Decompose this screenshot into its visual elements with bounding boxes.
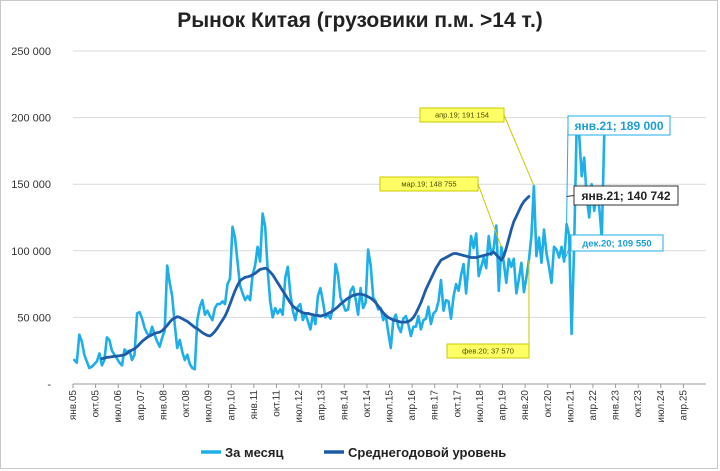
x-tick-label: апр.16 xyxy=(407,390,418,421)
legend: За месяц Среднегодовой уровень xyxy=(201,445,506,460)
x-tick-label: янв.14 xyxy=(339,390,350,421)
x-tick-label: апр.13 xyxy=(317,390,328,421)
x-tick-label: окт.14 xyxy=(362,390,373,418)
x-tick-label: окт.11 xyxy=(271,390,282,417)
y-tick-label: - xyxy=(47,379,51,391)
x-tick-label: апр.10 xyxy=(226,390,237,421)
x-tick-label: янв.17 xyxy=(430,390,441,421)
x-tick-label: июл.12 xyxy=(294,390,305,423)
x-tick-label: окт.08 xyxy=(181,390,192,418)
x-tick-label: янв.11 xyxy=(249,390,260,420)
x-tick-label: июл.09 xyxy=(204,390,215,423)
x-axis-ticks: янв.05 окт.05 июл.06 апр.07 янв.08 окт.08 июл.… xyxy=(68,390,689,423)
x-tick-label: июл.21 xyxy=(565,390,576,423)
annotation-box xyxy=(570,234,664,252)
x-tick-label: янв.20 xyxy=(520,390,531,421)
x-tick-label: окт.23 xyxy=(633,390,644,418)
x-tick-label: янв.05 xyxy=(68,390,79,421)
x-tick-label: апр.25 xyxy=(678,390,689,421)
y-tick-label: 250 000 xyxy=(11,46,51,58)
x-tick-label: июл.06 xyxy=(113,390,124,423)
y-tick-label: 100 000 xyxy=(11,246,51,258)
x-tick-label: окт.20 xyxy=(543,390,554,418)
annotation-label: мар.19; 148 755 xyxy=(401,180,456,189)
y-tick-label: 200 000 xyxy=(11,113,51,125)
x-tick-label: янв.08 xyxy=(158,390,169,421)
series-annual-average-line xyxy=(100,195,531,361)
annotation-leader xyxy=(477,183,502,247)
x-tick-label: июл.18 xyxy=(475,390,486,423)
annotations: апр.19; 191 154 мар.19; 148 755 фев.20; 37… xyxy=(379,107,679,359)
legend-item-monthly-label: За месяц xyxy=(225,445,283,460)
y-tick-label: 50 000 xyxy=(17,312,51,324)
x-tick-label: апр.19 xyxy=(498,390,509,421)
annotation-label: апр.19; 191 154 xyxy=(435,111,489,120)
series-lines xyxy=(73,128,606,371)
x-tick-label: апр.22 xyxy=(588,390,599,421)
annotation-label: фев.20; 37 570 xyxy=(462,347,514,356)
annotation-box xyxy=(419,107,505,123)
x-tick-label: июл.24 xyxy=(656,390,667,423)
x-tick-label: янв.23 xyxy=(611,390,622,421)
annotation-label: янв.21; 140 742 xyxy=(581,189,670,203)
series-monthly-line xyxy=(73,128,606,371)
annotation-box xyxy=(573,185,679,206)
annotation-leader xyxy=(563,242,572,262)
annotation-leader xyxy=(566,125,569,225)
chart-title: Рынок Китая (грузовики п.м. >14 т.) xyxy=(177,9,543,32)
annotation-leader xyxy=(566,195,575,198)
annotation-leader xyxy=(503,114,535,187)
legend-item-annual-average-label: Среднегодовой уровень xyxy=(348,445,506,460)
annotation-box xyxy=(446,343,530,359)
x-tick-label: апр.07 xyxy=(136,390,147,421)
annotation-box xyxy=(379,176,479,192)
annotation-label: дек.20; 109 550 xyxy=(582,238,651,249)
annotation-label: янв.21; 189 000 xyxy=(574,119,663,133)
y-axis-ticks: - 50 000 100 000 150 000 200 000 250 000 xyxy=(11,46,51,391)
y-tick-label: 150 000 xyxy=(11,179,51,191)
x-tick-label: окт.05 xyxy=(91,390,102,418)
annotation-box xyxy=(567,115,671,136)
x-tick-label: окт.17 xyxy=(452,390,463,418)
x-tick-label: июл.15 xyxy=(385,390,396,423)
